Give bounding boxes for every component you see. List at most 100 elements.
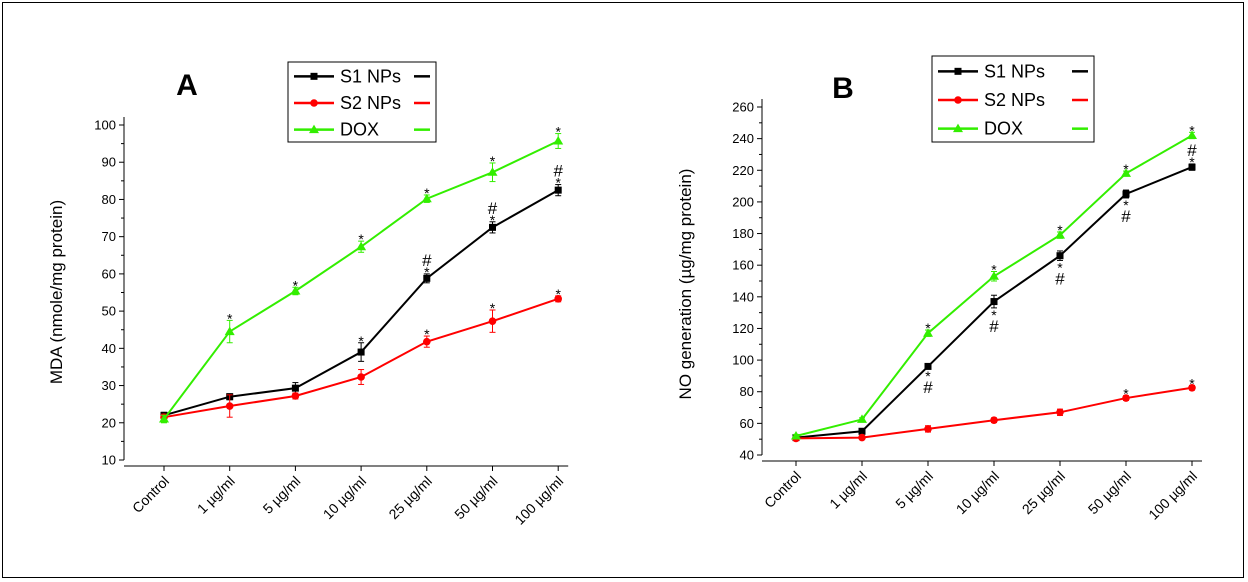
legend-swatch-marker — [310, 99, 318, 107]
star-marker: * — [1189, 375, 1195, 391]
y-tick-label: 160 — [732, 258, 754, 273]
data-point — [489, 223, 496, 231]
data-point — [1122, 394, 1130, 402]
hash-marker: # — [422, 251, 432, 270]
y-tick-label: 220 — [732, 163, 754, 178]
y-tick-label: 260 — [732, 100, 754, 115]
data-point — [225, 402, 234, 410]
star-marker: * — [490, 212, 496, 228]
y-tick-label: 30 — [102, 378, 116, 393]
legend-label: S2 NPs — [340, 93, 401, 113]
data-point — [857, 414, 867, 423]
series-line — [795, 386, 1193, 440]
data-point — [423, 274, 431, 282]
star-marker: * — [1123, 161, 1129, 177]
y-axis-label: NO generation (µg/mg protein) — [676, 169, 695, 400]
star-marker: * — [1057, 259, 1063, 275]
series-dox: * * * * * * — [159, 124, 564, 424]
star-marker: * — [227, 310, 233, 326]
chart-panel-b: 40 60 80 100 120 140 160 180 200 220 240 260 Control… — [676, 55, 1202, 523]
hash-marker: # — [1055, 269, 1065, 288]
x-tick-label: 10 µg/ml — [320, 473, 369, 522]
data-point — [224, 326, 235, 336]
data-point — [290, 286, 301, 295]
y-tick-label: 100 — [732, 353, 754, 368]
data-point — [356, 241, 367, 251]
y-tick-label: 60 — [740, 416, 754, 431]
legend-label: DOX — [340, 120, 379, 140]
y-tick-label: 140 — [732, 289, 754, 304]
y-tick-label: 200 — [732, 194, 754, 209]
x-tick-label: 25 µg/ml — [1019, 468, 1068, 517]
star-marker: * — [424, 326, 430, 342]
y-tick-label: 40 — [740, 448, 754, 463]
star-marker: * — [293, 277, 299, 293]
data-point — [553, 136, 564, 145]
legend-label: S2 NPs — [984, 90, 1045, 110]
x-tick-label: 1 µg/ml — [194, 473, 238, 517]
star-marker: * — [490, 300, 496, 316]
data-point — [924, 362, 932, 370]
legend: S1 NPs S2 NPs DOX — [287, 61, 437, 143]
y-axis-label: MDA (nmole/mg protein) — [47, 200, 66, 384]
y-tick-label: 80 — [740, 384, 754, 399]
star-marker: * — [1123, 386, 1129, 402]
data-point — [990, 416, 998, 425]
y-tick-label: 180 — [732, 226, 754, 241]
data-point — [421, 193, 432, 203]
data-point — [554, 186, 562, 194]
hash-marker: # — [989, 317, 999, 336]
y-tick-label: 20 — [102, 415, 116, 430]
hash-marker: # — [488, 199, 498, 218]
star-marker: * — [991, 307, 997, 323]
data-point — [791, 431, 801, 440]
series-line — [795, 134, 1193, 437]
x-tick-label: Control — [761, 468, 804, 511]
x-tick-label: 5 µg/ml — [260, 473, 304, 517]
data-point — [858, 427, 866, 435]
star-marker: * — [358, 333, 364, 349]
star-marker: * — [424, 185, 430, 201]
legend-swatch-marker — [954, 96, 962, 104]
x-tick-label: 100 µg/ml — [1145, 468, 1200, 523]
y-tick-label: 60 — [102, 266, 116, 281]
star-marker: * — [555, 286, 561, 302]
y-tick-label: 80 — [102, 192, 116, 207]
data-point — [1122, 190, 1130, 198]
star-marker: * — [358, 231, 364, 247]
data-point — [1056, 252, 1064, 260]
y-tick-label: 120 — [732, 321, 754, 336]
legend-label: DOX — [984, 119, 1023, 139]
data-point — [923, 328, 933, 337]
x-tick-label: 50 µg/ml — [451, 473, 500, 522]
data-point — [1056, 408, 1064, 417]
star-marker: * — [555, 124, 561, 140]
data-point — [357, 348, 365, 356]
legend-swatch-marker — [310, 72, 318, 80]
y-tick-label: 40 — [102, 341, 116, 356]
y-tick-label: 70 — [102, 229, 116, 244]
legend-label: S1 NPs — [984, 61, 1045, 81]
x-tick-label: 5 µg/ml — [892, 468, 936, 512]
data-point — [423, 337, 431, 346]
data-point — [357, 373, 365, 381]
star-marker: * — [1123, 197, 1129, 213]
data-point — [159, 414, 169, 423]
data-point — [989, 271, 999, 280]
data-point — [1188, 163, 1196, 171]
legend-swatch-marker — [954, 67, 962, 75]
data-point — [291, 384, 299, 392]
legend-label: S1 NPs — [340, 66, 401, 86]
hash-marker: # — [1187, 141, 1197, 160]
panel-label: B — [832, 72, 854, 105]
y-tick-label: 50 — [102, 304, 116, 319]
data-point — [858, 433, 866, 442]
data-point — [487, 167, 498, 176]
chart-panel-a: 10 20 30 40 50 60 70 80 90 100 Control 1 µg/ml 5 µg/… — [47, 61, 569, 528]
x-tick-label: 100 µg/ml — [511, 473, 566, 528]
series-dox: * * * * * — [791, 122, 1197, 440]
x-tick-label: 1 µg/ml — [826, 468, 870, 512]
star-marker: * — [1057, 222, 1063, 238]
